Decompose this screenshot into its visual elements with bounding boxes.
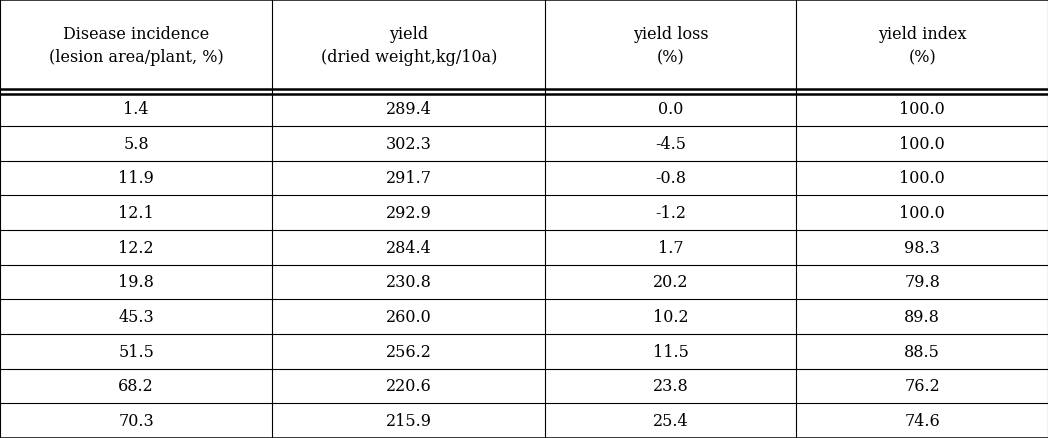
Text: yield index
(%): yield index (%) [878,26,966,66]
Text: 88.5: 88.5 [904,343,940,360]
Text: -0.8: -0.8 [655,170,686,187]
Text: 100.0: 100.0 [899,101,945,118]
Text: Disease incidence
(lesion area/plant, %): Disease incidence (lesion area/plant, %) [49,26,223,66]
Text: 12.1: 12.1 [118,205,154,222]
Text: yield loss
(%): yield loss (%) [633,26,708,66]
Text: 291.7: 291.7 [386,170,432,187]
Text: 11.9: 11.9 [118,170,154,187]
Text: 23.8: 23.8 [653,378,689,395]
Text: 100.0: 100.0 [899,205,945,222]
Text: 1.4: 1.4 [124,101,149,118]
Text: 289.4: 289.4 [386,101,432,118]
Text: 0.0: 0.0 [658,101,683,118]
Text: 230.8: 230.8 [386,274,432,291]
Text: 260.0: 260.0 [386,308,432,325]
Text: -1.2: -1.2 [655,205,686,222]
Text: 19.8: 19.8 [118,274,154,291]
Text: 76.2: 76.2 [904,378,940,395]
Text: 1.7: 1.7 [658,239,683,256]
Text: 100.0: 100.0 [899,170,945,187]
Text: 10.2: 10.2 [653,308,689,325]
Text: 284.4: 284.4 [386,239,432,256]
Text: 100.0: 100.0 [899,135,945,152]
Text: 70.3: 70.3 [118,412,154,429]
Text: 292.9: 292.9 [386,205,432,222]
Text: 74.6: 74.6 [904,412,940,429]
Text: 5.8: 5.8 [124,135,149,152]
Text: 68.2: 68.2 [118,378,154,395]
Text: 51.5: 51.5 [118,343,154,360]
Text: 79.8: 79.8 [904,274,940,291]
Text: 25.4: 25.4 [653,412,689,429]
Text: 215.9: 215.9 [386,412,432,429]
Text: 89.8: 89.8 [904,308,940,325]
Text: 98.3: 98.3 [904,239,940,256]
Text: 11.5: 11.5 [653,343,689,360]
Text: 220.6: 220.6 [386,378,432,395]
Text: 20.2: 20.2 [653,274,689,291]
Text: 45.3: 45.3 [118,308,154,325]
Text: 256.2: 256.2 [386,343,432,360]
Text: 302.3: 302.3 [386,135,432,152]
Text: yield
(dried weight,kg/10a): yield (dried weight,kg/10a) [321,26,497,66]
Text: 12.2: 12.2 [118,239,154,256]
Text: -4.5: -4.5 [655,135,686,152]
